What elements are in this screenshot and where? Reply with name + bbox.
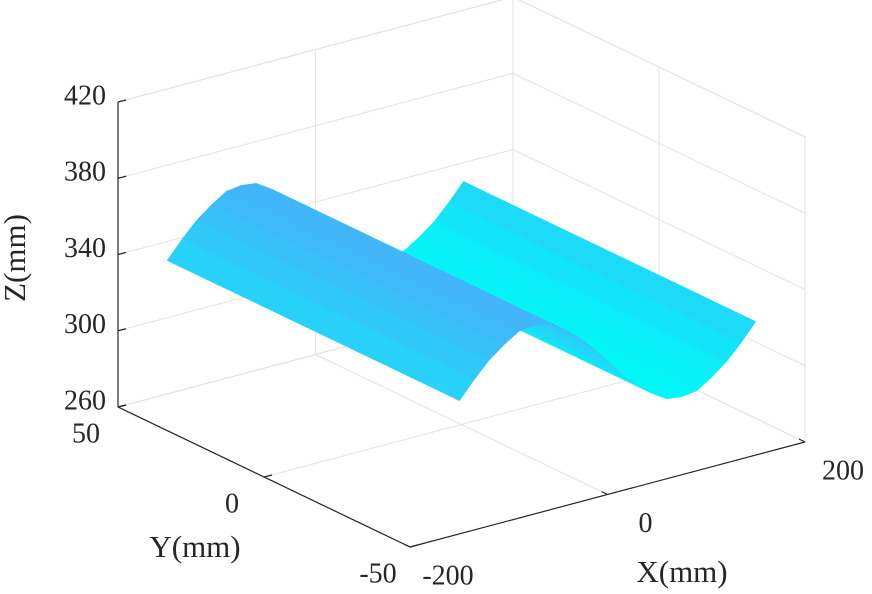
x-tick-label: 0 [639, 508, 653, 539]
x-tick-label: -200 [422, 560, 473, 591]
grid-line [263, 371, 660, 478]
y-axis-label: Y(mm) [149, 529, 240, 564]
y-tick-label: 50 [72, 418, 100, 449]
z-tick [117, 328, 127, 332]
z-tick-label: 260 [64, 385, 106, 416]
z-axis-label: Z(mm) [0, 214, 32, 302]
z-tick-label: 340 [64, 233, 106, 264]
z-tick [117, 99, 127, 103]
z-tick [117, 251, 127, 256]
z-tick-label: 300 [64, 309, 106, 340]
x-axis-label: X(mm) [636, 554, 727, 589]
x-tick-label: 200 [822, 455, 864, 486]
z-tick-label: 380 [64, 157, 106, 188]
y-tick-label: -50 [359, 558, 396, 589]
y-tick [263, 474, 273, 478]
x-tick [403, 543, 411, 548]
y-tick [409, 544, 419, 548]
z-tick-label: 420 [64, 80, 106, 111]
x-tick [601, 490, 608, 496]
surface-strip [166, 238, 475, 401]
z-tick [117, 175, 127, 179]
y-tick [117, 404, 127, 408]
y-tick-label: 0 [225, 488, 239, 519]
x-tick [798, 438, 806, 443]
